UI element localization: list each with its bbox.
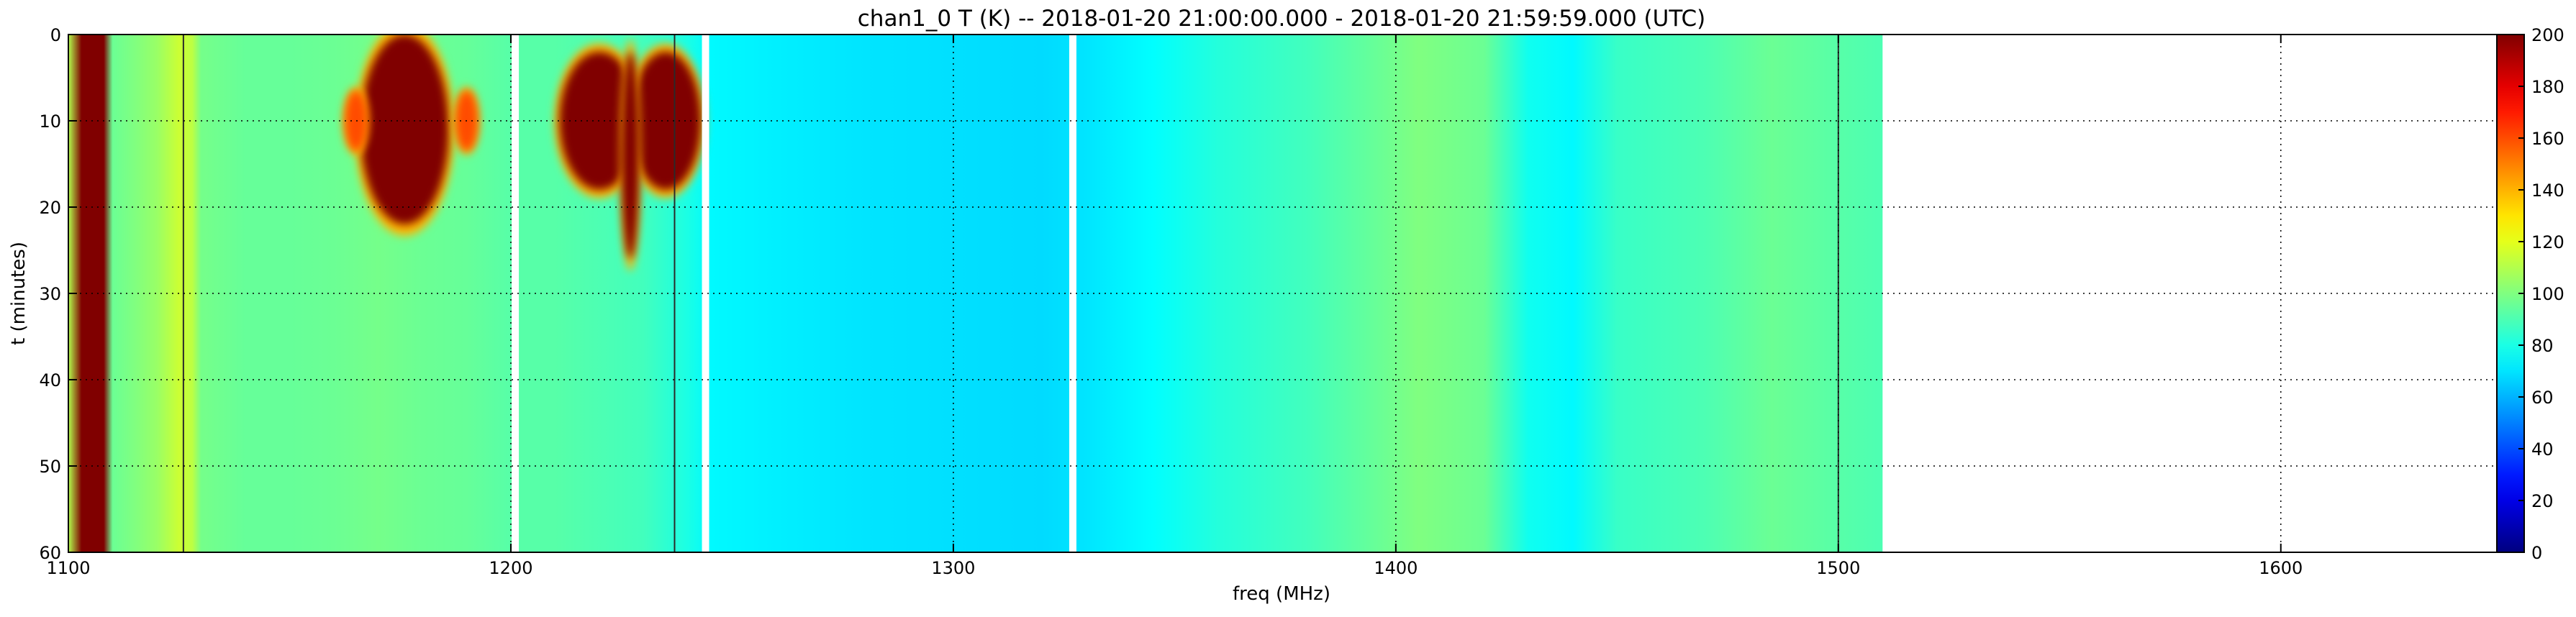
colorbar-tick-label: 180 xyxy=(2531,77,2564,97)
grid-layer xyxy=(68,35,2524,552)
x-tick-label: 1600 xyxy=(2259,558,2303,578)
colorbar-tick-label: 40 xyxy=(2531,439,2554,460)
y-tick-label: 40 xyxy=(39,370,61,390)
y-tick-label: 0 xyxy=(50,25,61,45)
x-tick-label: 1300 xyxy=(931,558,975,578)
colorbar-tick-label: 80 xyxy=(2531,336,2554,356)
x-tick-label: 1200 xyxy=(489,558,532,578)
y-tick-label: 20 xyxy=(39,198,61,218)
plot-area xyxy=(68,35,1883,552)
y-tick-label: 10 xyxy=(39,111,61,132)
x-tick-label: 1100 xyxy=(46,558,90,578)
x-axis-ticks: 1100 1200 1300 1400 1500 1600 xyxy=(46,35,2303,578)
y-axis-label: t (minutes) xyxy=(8,242,30,345)
x-axis-label: freq (MHz) xyxy=(1233,583,1330,605)
x-tick-label: 1500 xyxy=(1816,558,1860,578)
chart-title: chan1_0 T (K) -- 2018-01-20 21:00:00.000… xyxy=(858,6,1705,32)
colorbar-tick-label: 0 xyxy=(2531,543,2542,563)
colorbar: 0 20 40 60 80 100 120 140 160 180 200 xyxy=(2496,25,2564,563)
x-tick-label: 1400 xyxy=(1374,558,1418,578)
colorbar-tick-label: 140 xyxy=(2531,180,2564,201)
colorbar-tick-label: 60 xyxy=(2531,388,2554,408)
colorbar-tick-label: 160 xyxy=(2531,129,2564,149)
rfi-blob xyxy=(345,91,368,151)
masked-channel xyxy=(512,35,520,552)
rfi-blob xyxy=(630,52,702,190)
colorbar-tick-label: 200 xyxy=(2531,25,2564,45)
y-tick-label: 60 xyxy=(39,543,61,563)
colorbar-tick-label: 20 xyxy=(2531,491,2554,511)
rfi-blob xyxy=(621,52,640,259)
colorbar-tick-label: 120 xyxy=(2531,232,2564,252)
colorbar-ticks: 0 20 40 60 80 100 120 140 160 180 200 xyxy=(2518,25,2564,563)
y-tick-label: 50 xyxy=(39,457,61,477)
spectrogram-band xyxy=(68,35,1883,552)
masked-channel xyxy=(1069,35,1076,552)
masked-channel xyxy=(702,35,709,552)
y-tick-label: 30 xyxy=(39,284,61,304)
colorbar-tick-label: 100 xyxy=(2531,284,2564,304)
y-axis-ticks: 0 10 20 30 40 50 60 xyxy=(39,25,2524,563)
rfi-blob xyxy=(360,35,449,224)
